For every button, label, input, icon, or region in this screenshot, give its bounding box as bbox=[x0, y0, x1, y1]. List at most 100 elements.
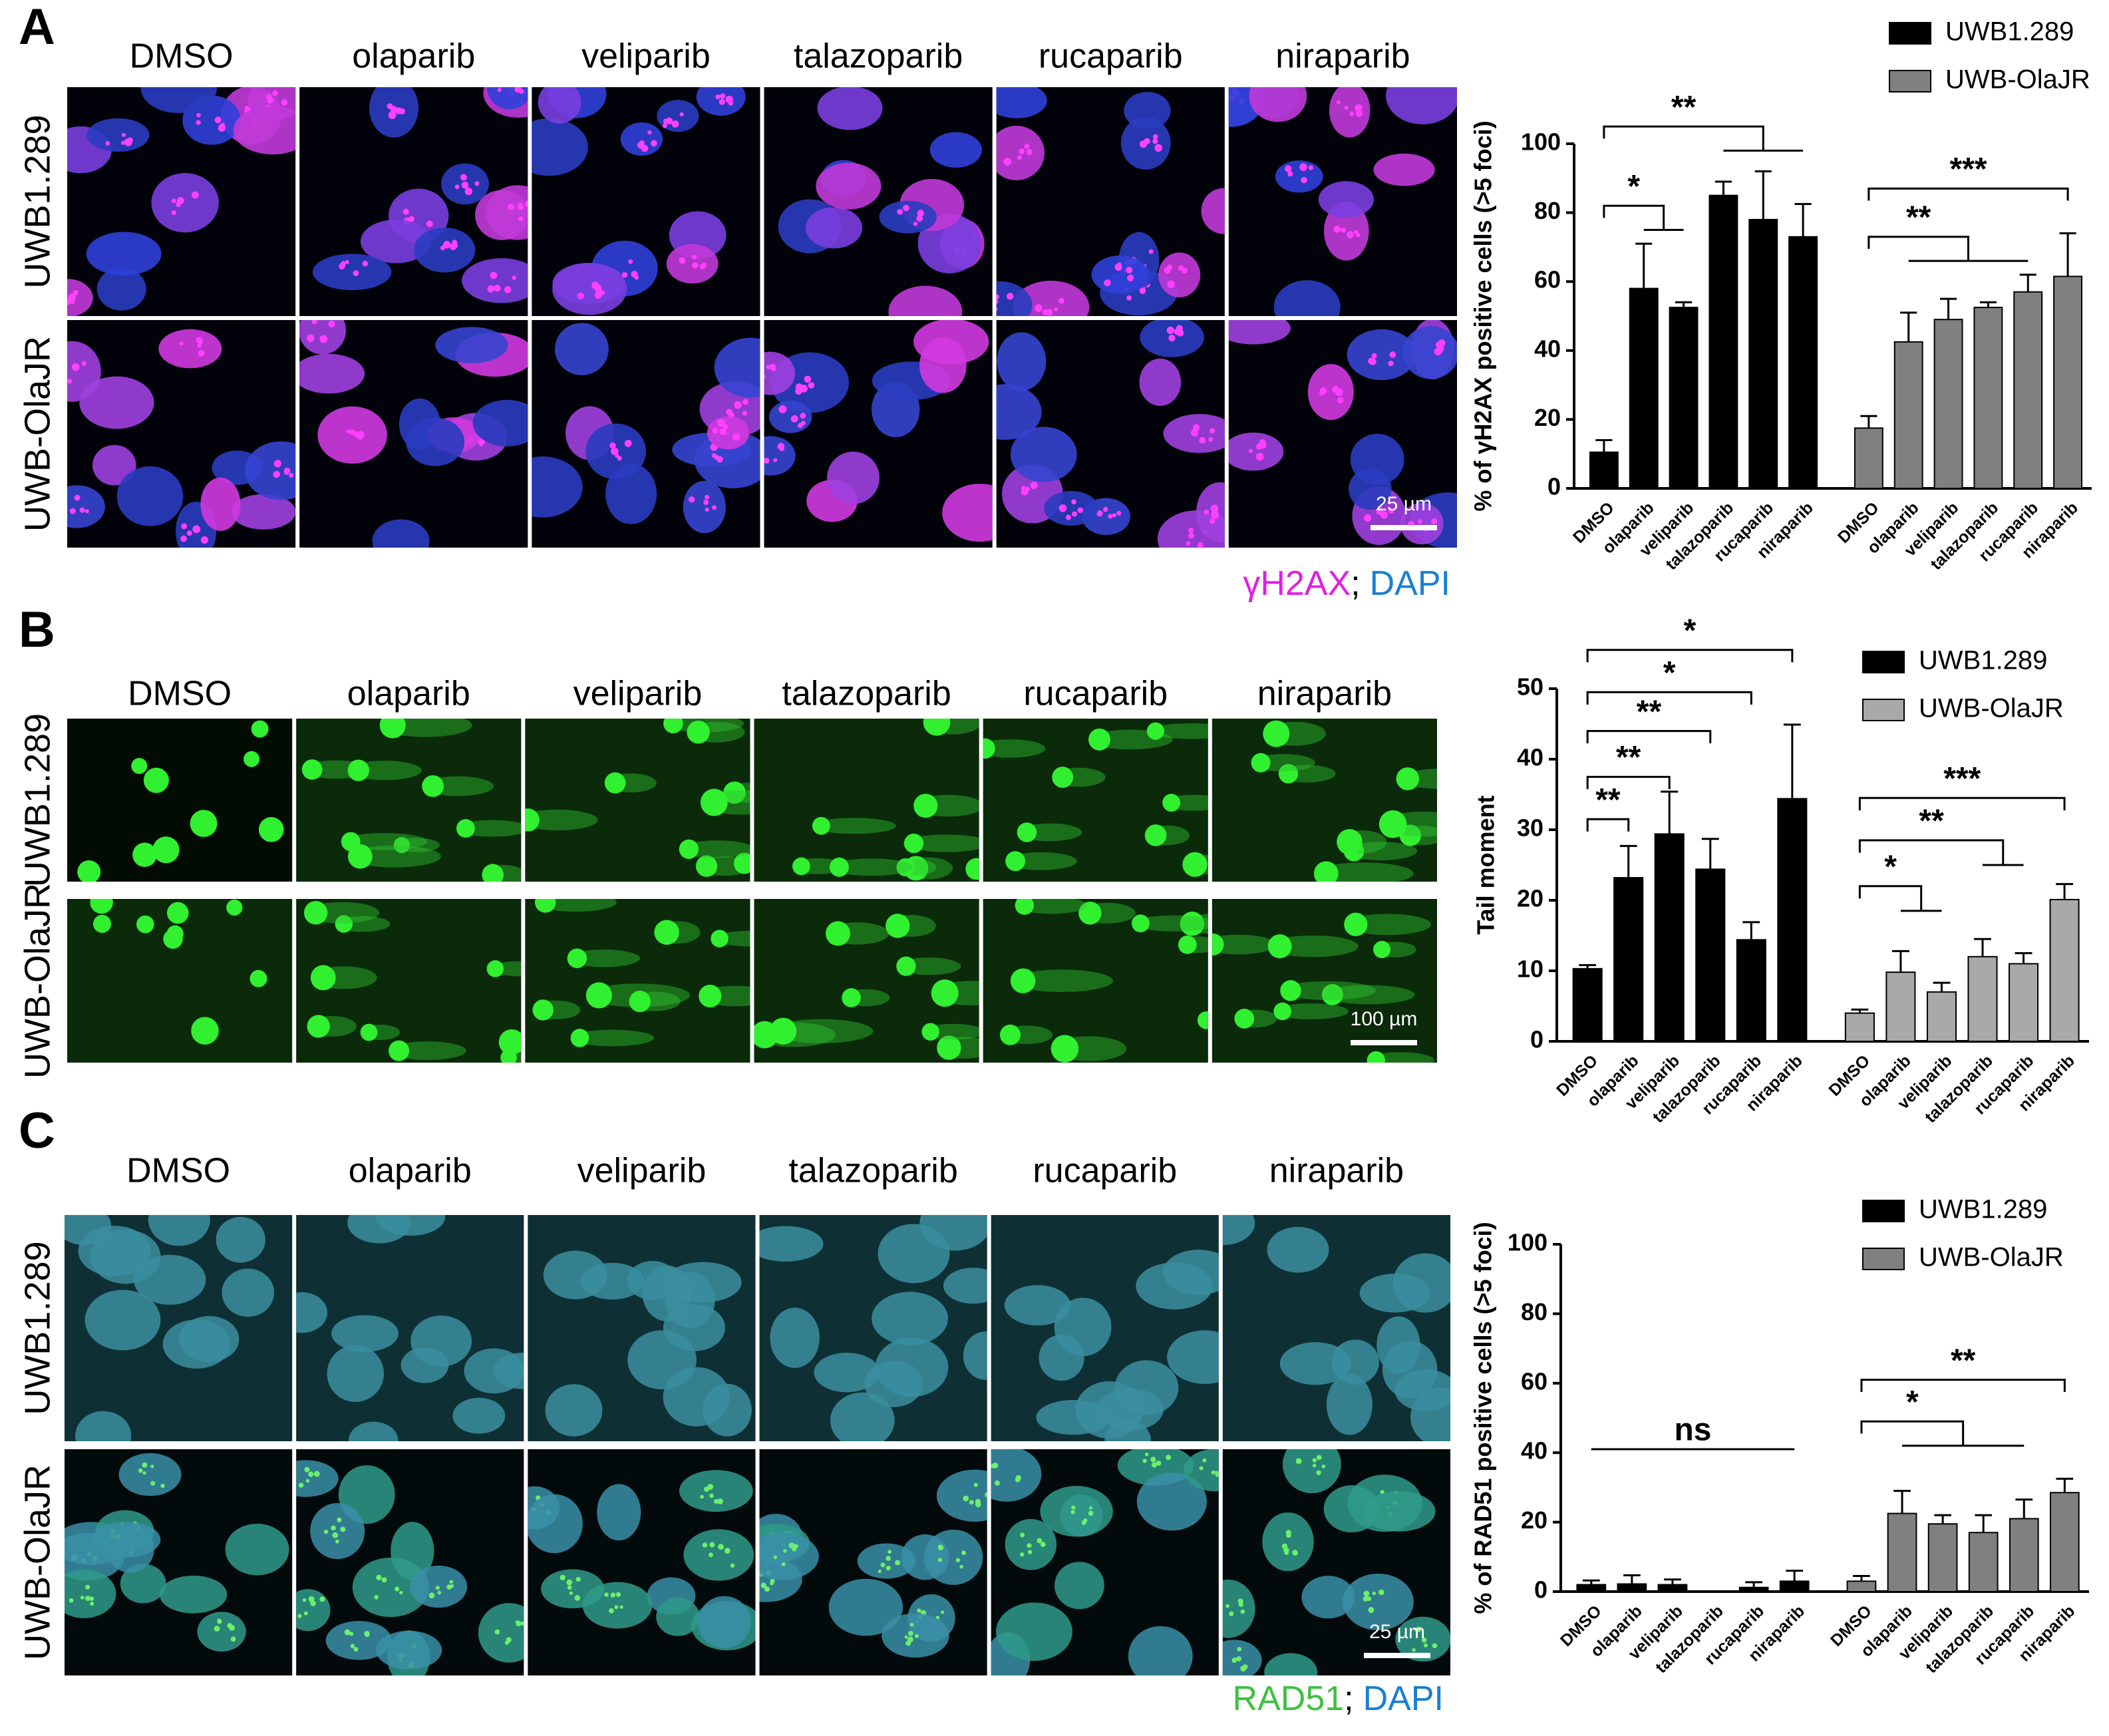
nucleus bbox=[1010, 427, 1077, 482]
focus bbox=[1186, 541, 1191, 546]
focus bbox=[1017, 155, 1023, 160]
comet-head bbox=[77, 860, 101, 882]
focus bbox=[1199, 436, 1206, 444]
nucleus bbox=[1262, 1512, 1314, 1572]
micrograph-cells bbox=[764, 320, 993, 542]
focus bbox=[699, 263, 705, 269]
stain-legend: γH2AX; DAPI bbox=[1243, 564, 1450, 603]
focus bbox=[180, 535, 187, 542]
focus bbox=[443, 240, 451, 249]
focus bbox=[718, 1544, 724, 1550]
comet-head bbox=[1313, 861, 1339, 882]
nucleus bbox=[151, 173, 219, 233]
focus bbox=[712, 428, 718, 434]
comet-head bbox=[456, 819, 475, 838]
focus bbox=[494, 1629, 500, 1635]
focus bbox=[1379, 1589, 1384, 1596]
nucleus bbox=[1128, 1626, 1193, 1675]
focus bbox=[1077, 507, 1084, 513]
focus bbox=[1312, 1458, 1317, 1463]
focus bbox=[1042, 309, 1049, 315]
comet-head bbox=[896, 956, 916, 976]
focus bbox=[377, 1575, 381, 1579]
nucleus bbox=[79, 376, 154, 429]
nucleus bbox=[538, 87, 581, 124]
focus bbox=[84, 1596, 90, 1602]
micrograph-cells bbox=[1004, 1250, 1219, 1441]
significance-label: ** bbox=[1671, 90, 1697, 125]
nucleus bbox=[764, 351, 796, 395]
focus bbox=[89, 1596, 94, 1601]
focus bbox=[1301, 176, 1307, 184]
comet-head bbox=[1278, 764, 1299, 784]
nucleus bbox=[828, 1578, 903, 1636]
focus bbox=[1164, 267, 1171, 274]
focus bbox=[800, 413, 806, 419]
focus bbox=[1364, 514, 1372, 522]
comet-head bbox=[723, 781, 746, 804]
bar bbox=[1617, 1583, 1647, 1593]
focus bbox=[426, 220, 433, 228]
focus bbox=[350, 1644, 355, 1649]
focus bbox=[760, 1582, 766, 1588]
nucleus bbox=[140, 87, 218, 114]
micrograph-cells bbox=[778, 87, 985, 316]
focus bbox=[81, 361, 86, 366]
comet-head bbox=[1251, 753, 1271, 773]
focus bbox=[1215, 1471, 1219, 1475]
comet-head bbox=[695, 855, 718, 877]
nucleus bbox=[1394, 1369, 1451, 1411]
nucleus bbox=[67, 341, 101, 402]
comet-tail bbox=[347, 845, 441, 868]
bar bbox=[1967, 955, 1998, 1043]
comet-head bbox=[498, 1029, 522, 1055]
focus bbox=[1142, 1459, 1147, 1463]
nucleus bbox=[1167, 1330, 1219, 1384]
focus bbox=[639, 140, 645, 146]
nucleus bbox=[1323, 202, 1369, 261]
focus bbox=[127, 137, 133, 144]
focus bbox=[1255, 443, 1263, 450]
focus bbox=[778, 405, 787, 414]
focus bbox=[1166, 1455, 1172, 1461]
nucleus bbox=[683, 480, 726, 534]
nucleus bbox=[162, 1319, 231, 1369]
focus bbox=[679, 257, 686, 264]
bar bbox=[1788, 236, 1818, 489]
significance-bracket bbox=[1586, 776, 1671, 790]
focus bbox=[1081, 1520, 1086, 1525]
focus bbox=[508, 204, 514, 211]
legend-swatch bbox=[1862, 699, 1905, 721]
nucleus bbox=[857, 1543, 916, 1579]
nucleus bbox=[148, 1215, 210, 1246]
focus bbox=[1211, 1470, 1216, 1475]
nucleus bbox=[541, 1569, 605, 1609]
focus bbox=[567, 1585, 572, 1590]
focus bbox=[344, 1629, 351, 1636]
focus bbox=[1127, 274, 1134, 281]
focus bbox=[1229, 1611, 1234, 1616]
nucleus bbox=[996, 1602, 1072, 1661]
micrograph-cells bbox=[543, 1250, 752, 1437]
focus bbox=[395, 1586, 400, 1592]
focus bbox=[903, 204, 909, 212]
panel-letter: B bbox=[19, 602, 55, 658]
nucleus bbox=[462, 258, 528, 303]
focus bbox=[703, 499, 709, 505]
focus bbox=[1248, 448, 1253, 453]
comet-head bbox=[1367, 1051, 1385, 1063]
nucleus bbox=[552, 263, 627, 315]
micrograph-cells bbox=[792, 719, 979, 881]
focus bbox=[717, 1498, 723, 1504]
focus bbox=[525, 200, 528, 208]
comet-head bbox=[1010, 968, 1036, 993]
focus bbox=[1412, 1648, 1416, 1652]
nucleus bbox=[532, 118, 588, 176]
comet-head bbox=[1015, 899, 1035, 915]
focus bbox=[1188, 532, 1194, 539]
focus bbox=[356, 432, 365, 440]
nucleus bbox=[923, 1529, 983, 1585]
focus bbox=[671, 120, 679, 128]
y-axis-label: Tail moment bbox=[1472, 795, 1500, 934]
focus bbox=[1199, 1466, 1204, 1471]
